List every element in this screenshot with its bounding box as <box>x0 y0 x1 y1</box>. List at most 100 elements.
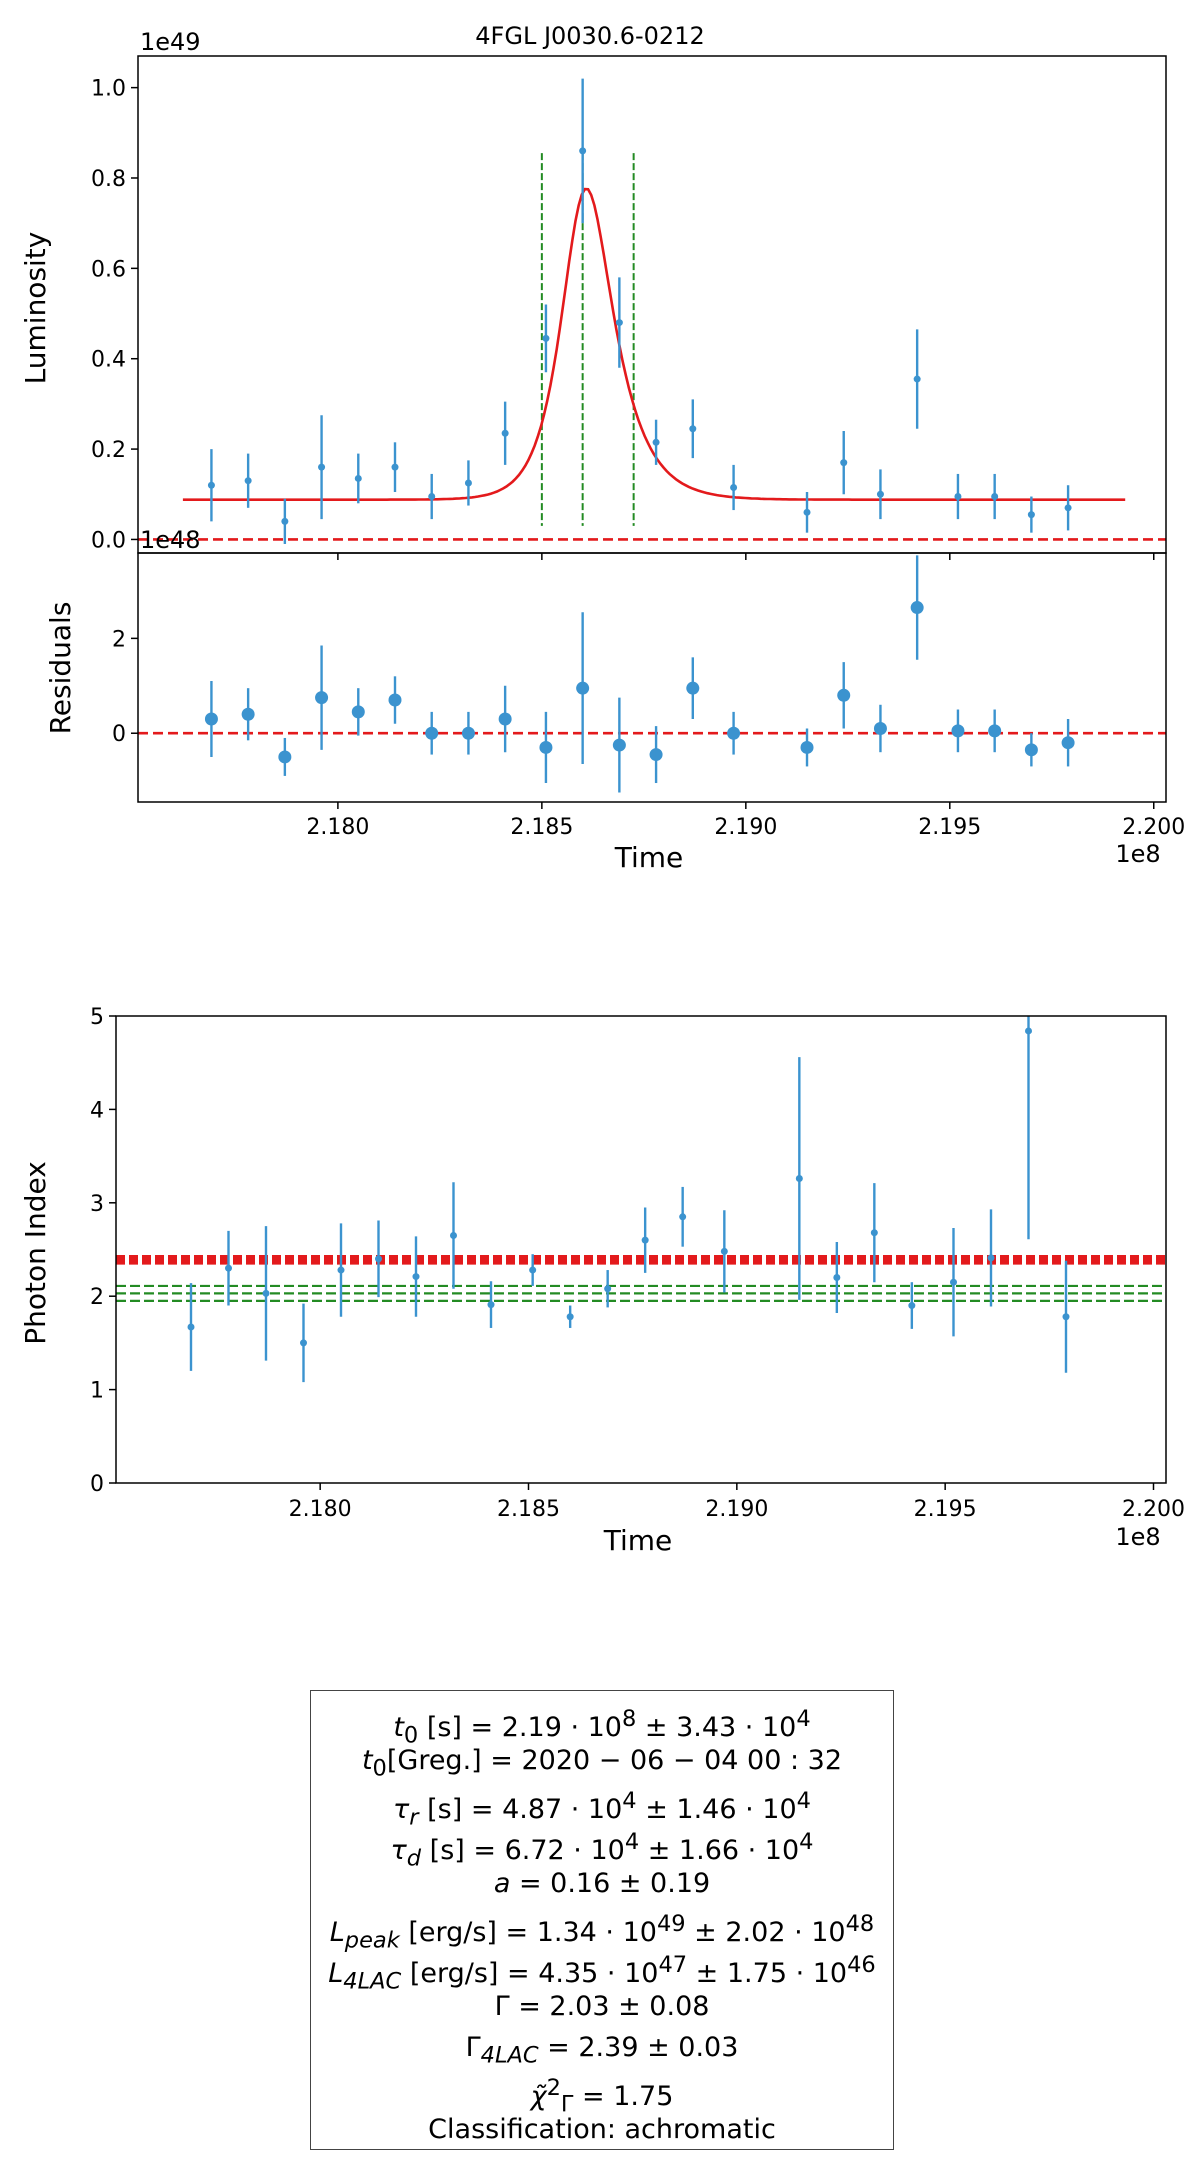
model-fit-curve <box>182 187 1126 501</box>
luminosity-axis-label: Luminosity <box>19 232 52 385</box>
x-tick-label-2: 2.185 <box>497 1497 560 1522</box>
data-point-14 <box>689 425 697 433</box>
plot-frame <box>137 55 1167 554</box>
data-point-1 <box>187 1323 195 1331</box>
data-point-8 <box>450 1231 457 1239</box>
data-point-13 <box>641 1236 649 1244</box>
chi2-line: χ̃2Γ = 1.75 <box>530 2075 674 2118</box>
data-point-3 <box>278 750 292 764</box>
y-tick-label-5: 4 <box>90 1098 104 1123</box>
fit-parameters-box: t0 [s] = 2.19 · 108 ± 3.43 · 104 t0[Greg… <box>310 1690 894 2150</box>
data-point-18 <box>870 1229 878 1237</box>
residuals-time-label: Time <box>614 841 684 874</box>
t0-line: t0 [s] = 2.19 · 108 ± 3.43 · 104 <box>393 1706 811 1749</box>
data-point-19 <box>908 1302 916 1310</box>
data-point-13 <box>649 748 663 762</box>
data-point-17 <box>833 1274 841 1282</box>
y-tick-label-1: 0 <box>112 722 126 747</box>
data-point-4 <box>318 463 326 471</box>
data-point-6 <box>375 1255 382 1263</box>
data-point-10 <box>539 740 553 754</box>
x-tick-label-2: 2.185 <box>510 815 573 840</box>
data-point-1 <box>207 481 215 489</box>
data-point-12 <box>612 738 626 752</box>
tau-decay-line: τd [s] = 6.72 · 104 ± 1.66 · 104 <box>390 1829 814 1872</box>
data-point-21 <box>987 1254 995 1262</box>
gamma-line: Γ = 2.03 ± 0.08 <box>494 1991 710 2022</box>
x-tick-label-5: 2.200 <box>1122 1497 1185 1522</box>
data-point-3 <box>281 517 289 525</box>
data-point-3 <box>262 1289 270 1297</box>
data-point-12 <box>615 319 623 327</box>
data-point-7 <box>428 493 436 501</box>
a-line: a = 0.16 ± 0.19 <box>493 1868 711 1899</box>
y-tick-label-1: 0.0 <box>91 528 126 553</box>
data-point-2 <box>225 1264 232 1272</box>
data-point-20 <box>954 493 962 501</box>
data-point-23 <box>1061 736 1075 750</box>
gamma-4lac-line: Γ4LAC = 2.39 ± 0.03 <box>465 2032 739 2069</box>
photon-index-time-label: Time <box>603 1524 673 1557</box>
data-point-15 <box>720 1247 728 1255</box>
data-point-21 <box>988 724 1002 738</box>
data-point-10 <box>529 1266 537 1274</box>
y-tick-label-1: 0 <box>90 1472 104 1497</box>
plot-frame <box>137 552 1167 803</box>
y-tick-label-5: 0.8 <box>91 167 126 192</box>
light-curve-panel: 0.0 0.2 0.4 0.6 0.8 1.0 <box>91 55 1167 560</box>
data-point-20 <box>951 724 965 738</box>
data-point-6 <box>391 463 399 471</box>
residuals-x-offset-label: 1e8 <box>1115 840 1160 868</box>
y-tick-label-2: 1 <box>90 1379 104 1404</box>
data-point-7 <box>425 726 439 740</box>
chart-title: 4FGL J0030.6-0212 <box>475 22 704 50</box>
data-point-15 <box>730 483 738 491</box>
x-tick-label-3: 2.190 <box>705 1497 768 1522</box>
residuals-axis-label: Residuals <box>44 602 77 735</box>
data-point-11 <box>576 681 590 695</box>
data-point-12 <box>604 1285 612 1293</box>
tau-rise-line: τr [s] = 4.87 · 104 ± 1.46 · 104 <box>393 1788 811 1831</box>
x-tick-label-1: 2.180 <box>289 1497 352 1522</box>
x-tick-label-1: 2.180 <box>306 815 369 840</box>
luminosity-offset-label: 1e49 <box>140 28 201 56</box>
y-tick-label-4: 3 <box>90 1192 104 1217</box>
data-point-22 <box>1024 743 1038 757</box>
data-point-2 <box>241 707 255 721</box>
data-point-8 <box>464 479 472 487</box>
data-point-15 <box>727 726 741 740</box>
data-point-6 <box>388 693 402 707</box>
data-point-16 <box>803 508 811 516</box>
y-tick-label-6: 5 <box>90 1005 104 1030</box>
photon-index-axis-label: Photon Index <box>19 1161 52 1345</box>
photon-index-panel: 0 1 2 3 4 5 2.180 2.185 2.190 2.195 2.200 <box>90 1005 1185 1522</box>
y-tick-label-2: 0.2 <box>91 438 126 463</box>
data-point-4 <box>315 691 329 705</box>
classification-line: Classification: achromatic <box>428 2114 776 2145</box>
data-point-16 <box>795 1175 803 1183</box>
t0-gregorian-line: t0[Greg.] = 2020 − 06 − 04 00 : 32 <box>361 1745 843 1782</box>
plot-frame <box>115 1015 1167 1484</box>
data-point-7 <box>412 1273 420 1281</box>
y-tick-label-3: 2 <box>90 1285 104 1310</box>
data-point-4 <box>300 1339 307 1347</box>
data-point-5 <box>337 1266 345 1274</box>
x-tick-label-3: 2.190 <box>714 815 777 840</box>
data-point-18 <box>873 721 887 735</box>
x-tick-label-5: 2.200 <box>1122 815 1185 840</box>
x-tick-label-4: 2.195 <box>918 815 981 840</box>
data-point-17 <box>837 688 851 702</box>
figure: 0.0 0.2 0.4 0.6 0.8 1.0 4FGL J0030.6-0212 1e4… <box>19 22 1185 1557</box>
data-point-22 <box>1025 1027 1032 1035</box>
y-tick-label-6: 1.0 <box>91 77 126 102</box>
data-point-9 <box>498 712 512 726</box>
data-point-18 <box>876 490 884 498</box>
data-point-9 <box>501 429 509 437</box>
x-tick-label-4: 2.195 <box>914 1497 977 1522</box>
data-point-13 <box>652 438 660 446</box>
data-point-2 <box>244 477 252 485</box>
data-point-11 <box>566 1313 574 1321</box>
data-point-21 <box>991 493 999 501</box>
data-point-1 <box>204 712 218 726</box>
y-tick-label-4: 0.6 <box>91 257 126 282</box>
